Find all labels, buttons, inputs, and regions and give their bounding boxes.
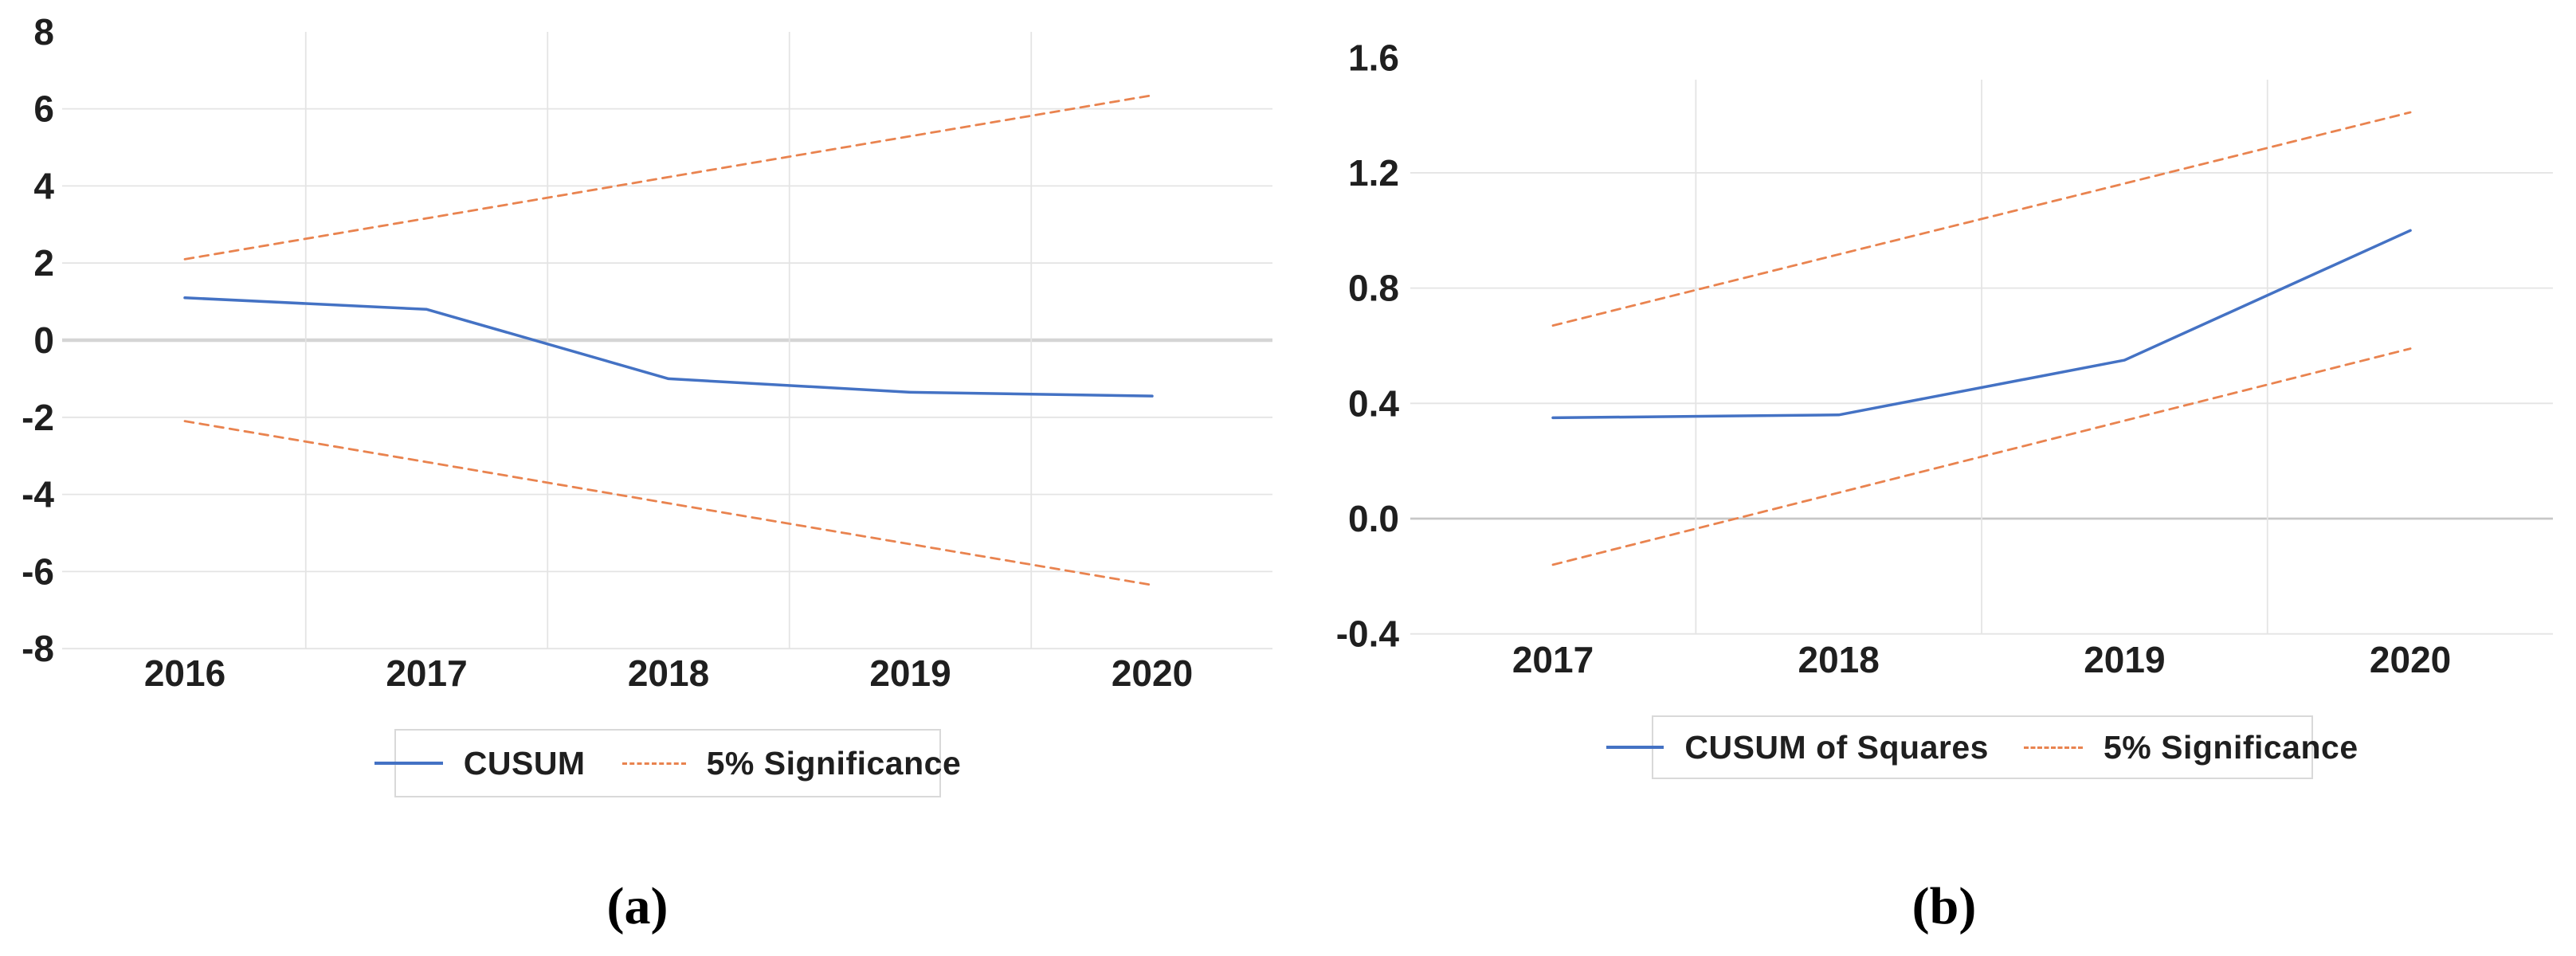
caption-b: (b)	[1911, 877, 1977, 935]
panel-a-cusum-line	[183, 296, 1154, 398]
panel-b-y-tick-label: 1.6	[1348, 37, 1399, 78]
panel-a-y-tick-label: -6	[22, 550, 54, 592]
legend-label-cusum-of-squares: CUSUM of Squares	[1684, 728, 1989, 766]
panel-a-y-tick-label: -8	[22, 628, 54, 669]
legend-cusum-of-squares: CUSUM of Squares 5% Significance	[1606, 715, 2358, 779]
panel-a-y-tick-label: -4	[22, 474, 54, 515]
panel-b-y-tick-label: 1.2	[1348, 152, 1399, 194]
legend-item-cusum: CUSUM	[374, 745, 586, 782]
panel-a-5-significance-upper--line	[183, 94, 1154, 261]
legend-item-significance-a: 5% Significance	[621, 744, 962, 782]
panel-a-x-tick-label: 2016	[144, 652, 225, 694]
panel-b-5-significance-lower--line	[1551, 347, 2412, 566]
legend-item-cusum-of-squares: CUSUM of Squares	[1606, 729, 1989, 766]
caption-a: (a)	[606, 877, 669, 935]
panel-a-x-tick-label: 2020	[1112, 652, 1193, 694]
cusum-line-sample-icon	[374, 762, 443, 765]
panel-a-y-tick-label: 2	[33, 242, 54, 284]
panel-b-y-tick-label: -0.4	[1336, 613, 1400, 655]
panel-a-y-tick-label: 4	[33, 165, 54, 206]
panel-a-y-tick-label: -2	[22, 397, 54, 438]
panel-a-x-tick-label: 2018	[628, 652, 709, 694]
panel-a-y-tick-label: 8	[33, 11, 54, 53]
panel-a-x-tick-label: 2019	[869, 652, 951, 694]
panel-b-x-tick-label: 2018	[1798, 639, 1880, 680]
panel-b-x-tick-label: 2020	[2370, 639, 2451, 680]
panel-b-cusum-of-squares-line	[1551, 229, 2412, 420]
panel-a-y-tick-label: 0	[33, 319, 54, 361]
panel-b-5-significance-upper--line	[1551, 111, 2412, 327]
panel-a-x-tick-label: 2017	[386, 652, 467, 694]
panel-a-5-significance-lower--line	[183, 420, 1154, 586]
panel-b-y-tick-label: 0.0	[1348, 498, 1399, 539]
panel-a-y-tick-label: 6	[33, 88, 54, 130]
significance-line-sample-icon	[621, 762, 686, 765]
panel-b-y-tick-label: 0.8	[1348, 268, 1399, 309]
panel-b-x-tick-label: 2019	[2084, 639, 2165, 680]
legend-cusum: CUSUM 5% Significance	[374, 729, 961, 797]
legend-label-cusum: CUSUM	[463, 744, 586, 782]
cusum-of-squares-line-sample-icon	[1606, 746, 1664, 749]
legend-label-significance-b: 5% Significance	[2103, 728, 2358, 766]
significance-line-sample-icon	[2023, 746, 2083, 749]
legend-item-significance-b: 5% Significance	[2023, 728, 2358, 766]
legend-label-significance-a: 5% Significance	[706, 744, 962, 782]
panel-b-y-tick-label: 0.4	[1348, 382, 1399, 424]
panel-b-x-tick-label: 2017	[1512, 639, 1594, 680]
